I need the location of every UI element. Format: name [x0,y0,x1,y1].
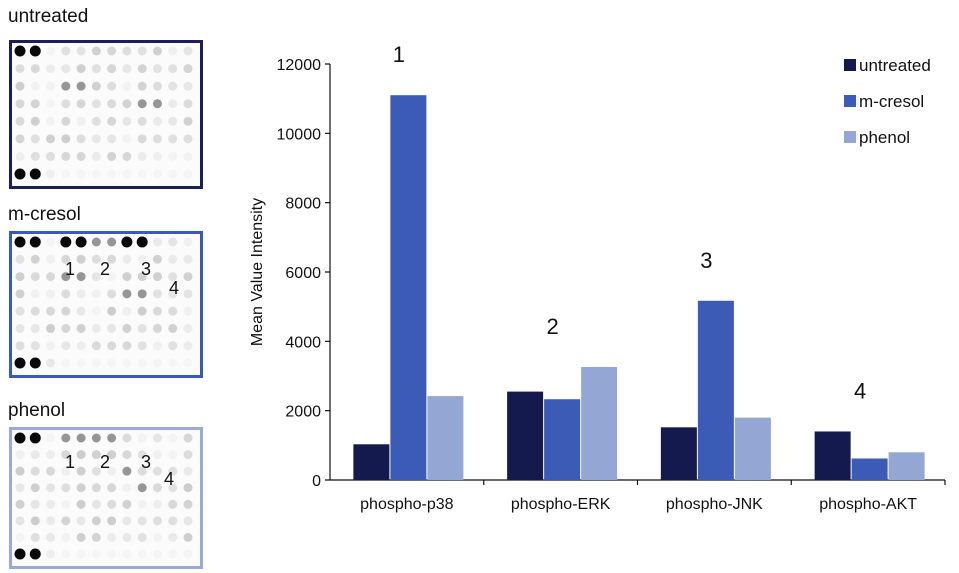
blot-number: 4 [164,469,175,489]
group-number-label: 1 [393,42,405,67]
y-tick-label: 4000 [285,334,321,351]
blot-number: 1 [65,452,76,472]
legend-swatch-phenol [844,131,856,143]
x-tick-label: phospho-AKT [819,496,917,513]
x-tick-label: phospho-JNK [666,496,763,513]
blot-dots [14,432,193,560]
blot-number: 2 [100,259,111,279]
bar-untreated-phospho-ERK [507,391,544,480]
blot-number: 3 [141,259,152,279]
legend-label-phenol: phenol [859,128,910,147]
y-tick-label: 12000 [277,57,322,74]
y-tick-label: 0 [312,473,321,490]
blot-image-m-cresol: 1 2 3 4 [9,231,203,378]
blot-number: 4 [169,278,180,298]
blot-label-phenol: phenol [8,400,66,421]
blot-label-untreated: untreated [8,6,89,27]
bar-phenol-phospho-ERK [581,366,618,480]
blot-dots [14,236,193,369]
x-tick-label: phospho-p38 [360,496,454,513]
blot-label-m-cresol: m-cresol [8,204,81,225]
blot-number: 1 [65,259,76,279]
group-number-label: 2 [547,314,559,339]
legend-swatch-m-cresol [844,95,856,107]
blot-number: 2 [100,452,111,472]
legend-label-m-cresol: m-cresol [859,92,924,111]
bar-phenol-phospho-JNK [734,417,771,480]
blot-number: 3 [141,452,152,472]
y-tick-label: 8000 [285,196,321,213]
bar-untreated-phospho-JNK [660,427,697,480]
bar-phenol-phospho-p38 [427,396,464,480]
blot-image-untreated [9,40,203,189]
bar-m-cresol-phospho-ERK [544,399,581,480]
bar-untreated-phospho-AKT [814,431,851,480]
group-number-label: 3 [700,248,712,273]
bar-untreated-phospho-p38 [353,444,390,480]
bar-phenol-phospho-AKT [888,452,925,480]
legend-swatch-untreated [844,59,856,71]
bar-m-cresol-phospho-AKT [851,458,888,480]
y-tick-label: 10000 [277,126,322,143]
blot-image-phenol: 1 2 3 4 [9,427,203,569]
blot-dots [14,45,193,180]
bar-m-cresol-phospho-p38 [390,95,427,480]
y-tick-label: 2000 [285,404,321,421]
bar-m-cresol-phospho-JNK [697,300,734,480]
group-number-label: 4 [854,378,866,403]
y-tick-label: 6000 [285,265,321,282]
x-tick-label: phospho-ERK [511,496,611,513]
legend-label-untreated: untreated [859,56,931,75]
y-axis-label: Mean Value Intensity [249,198,266,346]
